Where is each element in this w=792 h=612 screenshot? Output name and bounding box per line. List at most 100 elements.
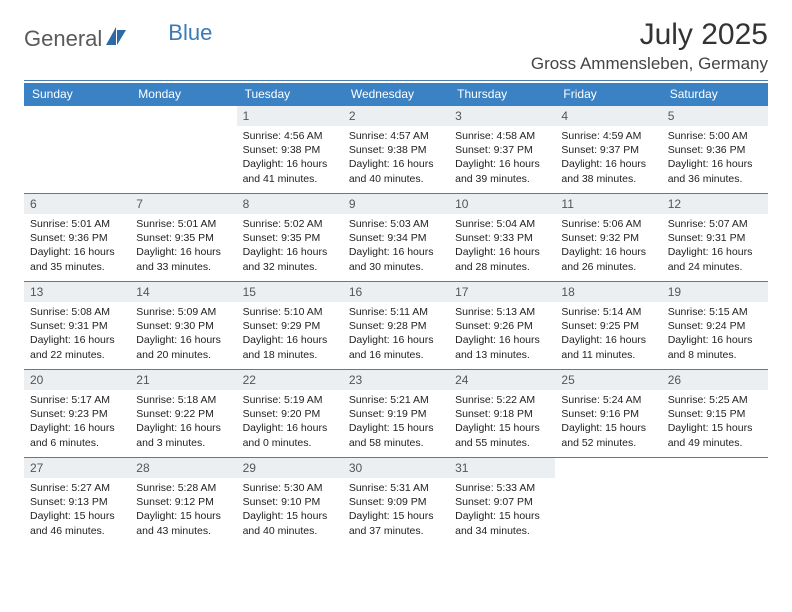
calendar-cell: 15Sunrise: 5:10 AMSunset: 9:29 PMDayligh… <box>237 282 343 370</box>
col-header: Thursday <box>449 83 555 106</box>
day-details: Sunrise: 4:59 AMSunset: 9:37 PMDaylight:… <box>555 126 661 190</box>
day-details: Sunrise: 5:22 AMSunset: 9:18 PMDaylight:… <box>449 390 555 454</box>
day-number: 9 <box>343 194 449 214</box>
calendar-cell: 25Sunrise: 5:24 AMSunset: 9:16 PMDayligh… <box>555 370 661 458</box>
title-block: July 2025 Gross Ammensleben, Germany <box>531 18 768 74</box>
day-details: Sunrise: 5:24 AMSunset: 9:16 PMDaylight:… <box>555 390 661 454</box>
day-number: 28 <box>130 458 236 478</box>
day-number: 3 <box>449 106 555 126</box>
calendar-cell: 19Sunrise: 5:15 AMSunset: 9:24 PMDayligh… <box>662 282 768 370</box>
calendar-cell: 2Sunrise: 4:57 AMSunset: 9:38 PMDaylight… <box>343 106 449 194</box>
day-details: Sunrise: 5:25 AMSunset: 9:15 PMDaylight:… <box>662 390 768 454</box>
calendar-cell: 5Sunrise: 5:00 AMSunset: 9:36 PMDaylight… <box>662 106 768 194</box>
calendar-head: SundayMondayTuesdayWednesdayThursdayFrid… <box>24 83 768 106</box>
calendar-cell: 10Sunrise: 5:04 AMSunset: 9:33 PMDayligh… <box>449 194 555 282</box>
col-header: Wednesday <box>343 83 449 106</box>
calendar-cell: 28Sunrise: 5:28 AMSunset: 9:12 PMDayligh… <box>130 458 236 546</box>
calendar-cell: 24Sunrise: 5:22 AMSunset: 9:18 PMDayligh… <box>449 370 555 458</box>
day-number: 15 <box>237 282 343 302</box>
day-number: 27 <box>24 458 130 478</box>
day-details: Sunrise: 5:08 AMSunset: 9:31 PMDaylight:… <box>24 302 130 366</box>
day-details: Sunrise: 5:03 AMSunset: 9:34 PMDaylight:… <box>343 214 449 278</box>
calendar-cell: 7Sunrise: 5:01 AMSunset: 9:35 PMDaylight… <box>130 194 236 282</box>
day-number: 1 <box>237 106 343 126</box>
calendar-cell <box>24 106 130 194</box>
day-details: Sunrise: 5:17 AMSunset: 9:23 PMDaylight:… <box>24 390 130 454</box>
calendar-cell: 12Sunrise: 5:07 AMSunset: 9:31 PMDayligh… <box>662 194 768 282</box>
day-number: 22 <box>237 370 343 390</box>
calendar-cell: 29Sunrise: 5:30 AMSunset: 9:10 PMDayligh… <box>237 458 343 546</box>
col-header: Tuesday <box>237 83 343 106</box>
day-details: Sunrise: 5:06 AMSunset: 9:32 PMDaylight:… <box>555 214 661 278</box>
day-number: 4 <box>555 106 661 126</box>
calendar-cell: 8Sunrise: 5:02 AMSunset: 9:35 PMDaylight… <box>237 194 343 282</box>
day-number: 19 <box>662 282 768 302</box>
day-number: 14 <box>130 282 236 302</box>
calendar-cell: 13Sunrise: 5:08 AMSunset: 9:31 PMDayligh… <box>24 282 130 370</box>
header: General Blue July 2025 Gross Ammensleben… <box>24 18 768 74</box>
day-details: Sunrise: 5:31 AMSunset: 9:09 PMDaylight:… <box>343 478 449 542</box>
brand-logo: General Blue <box>24 18 212 52</box>
col-header: Friday <box>555 83 661 106</box>
col-header: Saturday <box>662 83 768 106</box>
calendar-cell: 6Sunrise: 5:01 AMSunset: 9:36 PMDaylight… <box>24 194 130 282</box>
calendar-cell: 22Sunrise: 5:19 AMSunset: 9:20 PMDayligh… <box>237 370 343 458</box>
calendar-table: SundayMondayTuesdayWednesdayThursdayFrid… <box>24 83 768 546</box>
calendar-cell: 3Sunrise: 4:58 AMSunset: 9:37 PMDaylight… <box>449 106 555 194</box>
calendar-cell: 9Sunrise: 5:03 AMSunset: 9:34 PMDaylight… <box>343 194 449 282</box>
calendar-cell <box>662 458 768 546</box>
sail-icon <box>106 27 128 52</box>
brand-part2: Blue <box>168 20 212 46</box>
calendar-week: 1Sunrise: 4:56 AMSunset: 9:38 PMDaylight… <box>24 106 768 194</box>
day-details: Sunrise: 4:58 AMSunset: 9:37 PMDaylight:… <box>449 126 555 190</box>
location: Gross Ammensleben, Germany <box>531 54 768 74</box>
day-number: 8 <box>237 194 343 214</box>
title-rule <box>24 80 768 81</box>
day-number: 11 <box>555 194 661 214</box>
day-details: Sunrise: 5:19 AMSunset: 9:20 PMDaylight:… <box>237 390 343 454</box>
day-details: Sunrise: 5:14 AMSunset: 9:25 PMDaylight:… <box>555 302 661 366</box>
day-number: 30 <box>343 458 449 478</box>
calendar-week: 13Sunrise: 5:08 AMSunset: 9:31 PMDayligh… <box>24 282 768 370</box>
calendar-cell: 11Sunrise: 5:06 AMSunset: 9:32 PMDayligh… <box>555 194 661 282</box>
col-header: Monday <box>130 83 236 106</box>
day-details: Sunrise: 5:01 AMSunset: 9:35 PMDaylight:… <box>130 214 236 278</box>
calendar-cell: 17Sunrise: 5:13 AMSunset: 9:26 PMDayligh… <box>449 282 555 370</box>
day-details: Sunrise: 5:00 AMSunset: 9:36 PMDaylight:… <box>662 126 768 190</box>
day-details: Sunrise: 5:28 AMSunset: 9:12 PMDaylight:… <box>130 478 236 542</box>
calendar-cell: 16Sunrise: 5:11 AMSunset: 9:28 PMDayligh… <box>343 282 449 370</box>
day-number: 23 <box>343 370 449 390</box>
day-number: 18 <box>555 282 661 302</box>
day-details: Sunrise: 5:30 AMSunset: 9:10 PMDaylight:… <box>237 478 343 542</box>
day-details: Sunrise: 5:09 AMSunset: 9:30 PMDaylight:… <box>130 302 236 366</box>
day-details: Sunrise: 5:15 AMSunset: 9:24 PMDaylight:… <box>662 302 768 366</box>
day-details: Sunrise: 5:01 AMSunset: 9:36 PMDaylight:… <box>24 214 130 278</box>
calendar-week: 27Sunrise: 5:27 AMSunset: 9:13 PMDayligh… <box>24 458 768 546</box>
day-details: Sunrise: 5:07 AMSunset: 9:31 PMDaylight:… <box>662 214 768 278</box>
col-header: Sunday <box>24 83 130 106</box>
day-number: 25 <box>555 370 661 390</box>
calendar-cell <box>555 458 661 546</box>
calendar-cell: 18Sunrise: 5:14 AMSunset: 9:25 PMDayligh… <box>555 282 661 370</box>
day-details: Sunrise: 5:10 AMSunset: 9:29 PMDaylight:… <box>237 302 343 366</box>
day-number: 12 <box>662 194 768 214</box>
calendar-cell: 21Sunrise: 5:18 AMSunset: 9:22 PMDayligh… <box>130 370 236 458</box>
day-number: 2 <box>343 106 449 126</box>
calendar-cell: 27Sunrise: 5:27 AMSunset: 9:13 PMDayligh… <box>24 458 130 546</box>
calendar-cell: 14Sunrise: 5:09 AMSunset: 9:30 PMDayligh… <box>130 282 236 370</box>
calendar-week: 20Sunrise: 5:17 AMSunset: 9:23 PMDayligh… <box>24 370 768 458</box>
brand-part1: General <box>24 26 102 52</box>
day-number: 5 <box>662 106 768 126</box>
calendar-cell: 31Sunrise: 5:33 AMSunset: 9:07 PMDayligh… <box>449 458 555 546</box>
day-number: 26 <box>662 370 768 390</box>
day-details: Sunrise: 5:02 AMSunset: 9:35 PMDaylight:… <box>237 214 343 278</box>
day-number: 13 <box>24 282 130 302</box>
calendar-cell: 4Sunrise: 4:59 AMSunset: 9:37 PMDaylight… <box>555 106 661 194</box>
calendar-cell <box>130 106 236 194</box>
day-details: Sunrise: 5:13 AMSunset: 9:26 PMDaylight:… <box>449 302 555 366</box>
page-title: July 2025 <box>531 18 768 52</box>
day-number: 10 <box>449 194 555 214</box>
day-details: Sunrise: 5:33 AMSunset: 9:07 PMDaylight:… <box>449 478 555 542</box>
day-details: Sunrise: 4:57 AMSunset: 9:38 PMDaylight:… <box>343 126 449 190</box>
day-number: 31 <box>449 458 555 478</box>
